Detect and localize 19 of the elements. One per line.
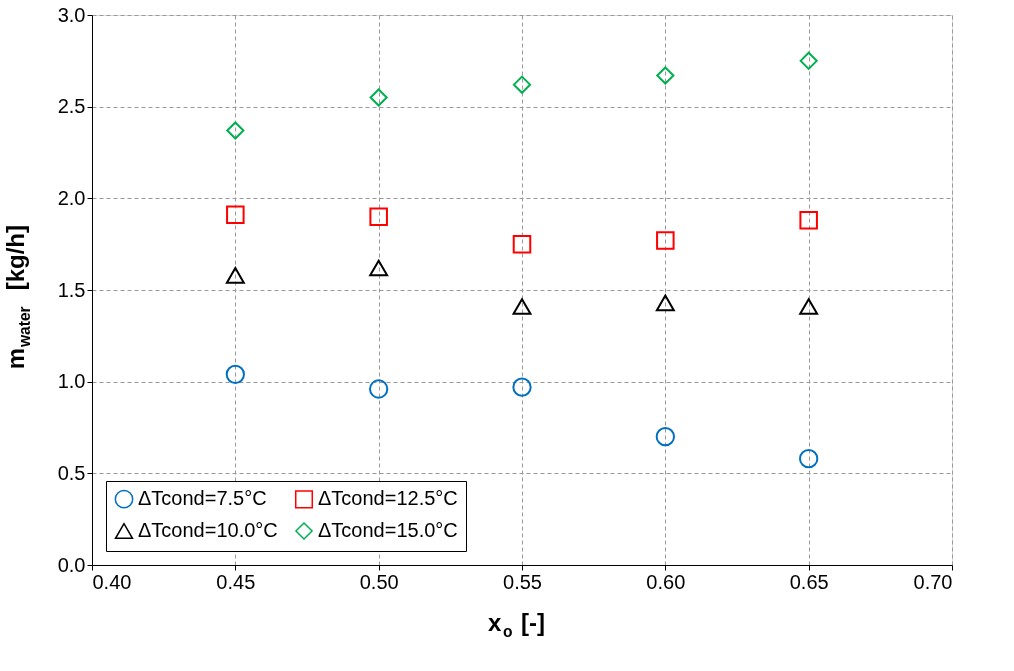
x-tick-label: 0.50 — [359, 570, 399, 593]
y-axis-title: mwater [kg/h] — [2, 224, 33, 370]
legend-label: ΔTcond=12.5°C — [318, 487, 458, 510]
x-tick-label: 0.40 — [92, 570, 132, 593]
legend-label: ΔTcond=15.0°C — [318, 519, 458, 541]
y-tick-label: 1.5 — [57, 278, 86, 301]
y-tick-label: 2.5 — [57, 95, 86, 118]
y-tick-label: 0.5 — [57, 461, 86, 484]
x-tick-label: 0.70 — [913, 570, 953, 593]
y-tick-label: 2.0 — [57, 186, 86, 209]
legend-label: ΔTcond=10.0°C — [138, 519, 278, 541]
y-tick-label: 0.0 — [57, 553, 86, 576]
x-tick-label: 0.55 — [503, 570, 542, 593]
x-tick-label: 0.65 — [789, 570, 829, 593]
x-tick-label: 0.60 — [646, 570, 686, 593]
legend-label: ΔTcond=7.5°C — [138, 487, 267, 510]
x-tick-label: 0.45 — [216, 570, 256, 593]
y-tick-label: 1.0 — [57, 370, 86, 393]
y-tick-label: 3.0 — [57, 3, 86, 26]
